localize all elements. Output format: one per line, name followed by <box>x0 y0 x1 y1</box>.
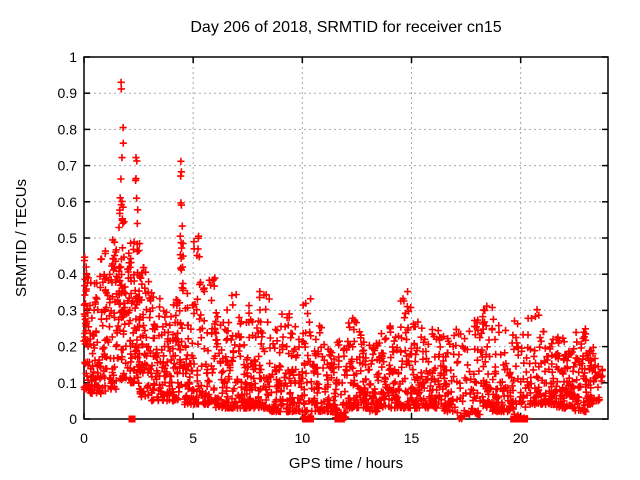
y-tick-label: 0.8 <box>58 121 78 137</box>
x-axis-label: GPS time / hours <box>289 455 403 472</box>
y-tick-label: 0.1 <box>58 375 78 391</box>
y-tick-label: 0.7 <box>58 158 78 174</box>
data-point-markers <box>80 78 606 423</box>
zero-value-marker <box>306 415 314 423</box>
scatter-series <box>80 78 606 423</box>
y-tick-label: 0.3 <box>58 302 78 318</box>
x-tick-label: 5 <box>189 430 197 446</box>
chart-title: Day 206 of 2018, SRMTID for receiver cn1… <box>190 19 501 36</box>
zero-value-marker <box>510 415 518 423</box>
zero-value-marker <box>521 415 529 423</box>
zero-value-marker <box>301 415 309 423</box>
x-tick-label: 20 <box>513 430 529 446</box>
x-tick-label: 0 <box>80 430 88 446</box>
zero-value-marker <box>514 415 522 423</box>
x-tick-label: 15 <box>404 430 420 446</box>
y-tick-label: 1 <box>69 49 77 65</box>
zero-value-marker <box>128 415 136 423</box>
y-tick-label: 0.4 <box>58 266 78 282</box>
x-tick-label: 10 <box>295 430 311 446</box>
y-tick-label: 0.6 <box>58 194 78 210</box>
zero-value-marker <box>337 415 345 423</box>
y-tick-label: 0.2 <box>58 339 78 355</box>
y-tick-label: 0.5 <box>58 230 78 246</box>
tick-labels: 0 5 10 15 20 0 0.1 0.2 0.3 0.4 0.5 0.6 0.7 0.8 0.9 1 <box>58 49 529 446</box>
y-axis-label: SRMTID / TECUs <box>13 179 30 297</box>
y-tick-label: 0 <box>69 411 77 427</box>
y-tick-label: 0.9 <box>58 85 78 101</box>
